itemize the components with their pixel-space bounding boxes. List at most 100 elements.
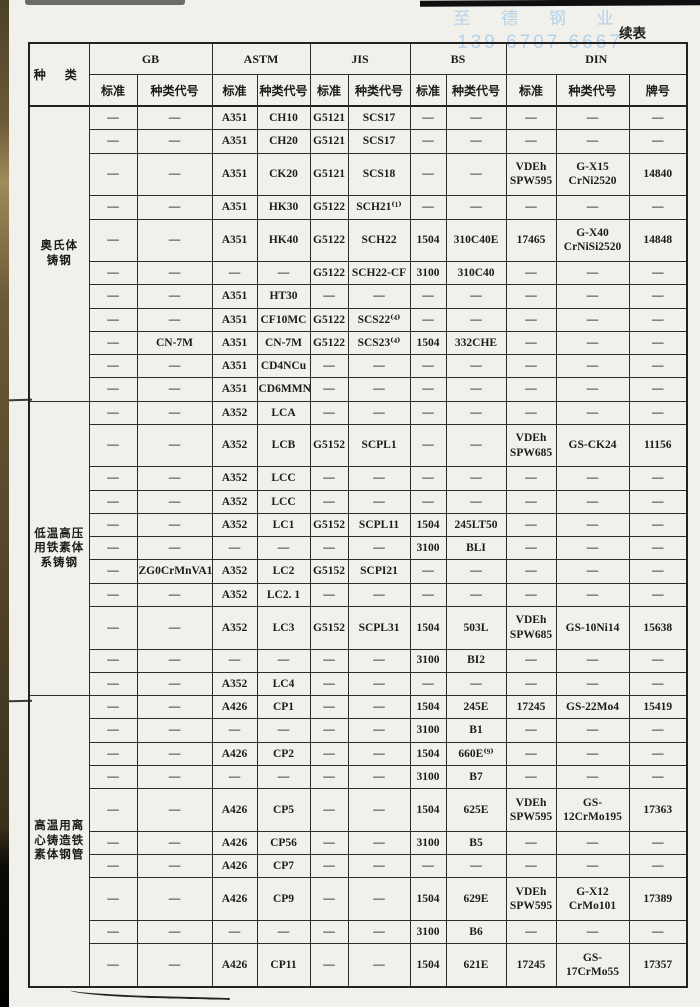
table-cell: —: [88, 105, 138, 131]
header-din-code: 种类代号: [555, 74, 630, 107]
table-cell: —: [445, 466, 507, 491]
table-cell: —: [505, 536, 557, 561]
table-cell: A351: [211, 330, 258, 356]
table-cell: —: [628, 830, 688, 855]
table-cell: —: [628, 582, 688, 608]
table-cell: —: [88, 830, 138, 855]
header-din-standard: 标准: [505, 74, 557, 107]
table-cell: —: [136, 648, 213, 673]
table-cell: —: [211, 764, 258, 790]
table-cell: —: [445, 195, 507, 220]
table-cell: —: [445, 129, 507, 154]
table-cell: CK20: [256, 152, 311, 197]
table-cell: 3100: [409, 830, 447, 855]
table-cell: —: [211, 718, 258, 743]
table-cell: —: [136, 582, 213, 608]
table-cell: 625E: [445, 788, 507, 832]
table-cell: A351: [211, 105, 258, 131]
table-cell: 310C40E: [445, 218, 507, 263]
scan-artifact-top-left: [25, 0, 185, 5]
table-cell: 17389: [628, 877, 688, 921]
table-cell: —: [256, 919, 311, 945]
table-cell: 1504: [409, 943, 447, 988]
table-cell: —: [136, 377, 213, 402]
table-cell: —: [309, 536, 349, 561]
table-cell: —: [505, 354, 557, 379]
table-row: 奥氏体 铸钢 — — A351 CH10 G5121 SCS17— — — — —: [28, 105, 688, 402]
table-cell: LCC: [256, 489, 311, 514]
table-row: — — A426 CP7— — — — — — —: [29, 853, 688, 879]
table-cell: —: [136, 284, 213, 309]
table-cell: —: [309, 489, 349, 514]
table-cell: CP11: [256, 943, 311, 988]
table-cell: —: [555, 830, 630, 855]
header-sub-row: 标准 种类代号 标准 种类代号 标准 种类代号 标准 种类代号 标准 种类代号 …: [29, 74, 688, 107]
table-cell: G5152: [309, 512, 349, 538]
table-cell: —: [555, 764, 630, 790]
table-row: — — A351 CH20 G5121 SCS17— — — — —: [29, 129, 688, 154]
header-bs: BS: [409, 42, 507, 75]
table-cell: —: [445, 489, 507, 514]
table-cell: VDEh SPW595: [505, 877, 557, 921]
table-cell: VDEh SPW685: [505, 606, 557, 650]
table-cell: 660E⁽⁹⁾: [445, 741, 507, 766]
table-cell: —: [628, 284, 688, 309]
table-row: — — A426 CP11— —1504 621E 17245 GS- 17CrMo55 173…: [29, 943, 688, 988]
table-cell: CN-7M: [136, 330, 213, 356]
table-cell: A352: [211, 559, 258, 584]
header-astm-code: 种类代号: [256, 74, 311, 107]
table-cell: —: [505, 377, 557, 402]
table-cell: —: [409, 152, 447, 197]
table-cell: CP2: [256, 741, 311, 766]
table-cell: —: [628, 764, 688, 790]
table-cell: —: [628, 354, 688, 379]
table-cell: LC2. 1: [256, 582, 311, 608]
table-cell: 1504: [409, 741, 447, 766]
table-cell: —: [88, 330, 138, 356]
header-category: 种 类: [28, 42, 90, 107]
table-cell: —: [136, 877, 213, 921]
table-cell: —: [409, 489, 447, 514]
table-cell: —: [347, 718, 411, 743]
header-bs-code: 种类代号: [445, 74, 507, 107]
table-cell: —: [136, 764, 213, 790]
table-cell: G-X40 CrNiSi2520: [555, 218, 630, 263]
table-cell: —: [136, 788, 213, 832]
table-body: 奥氏体 铸钢 — — A351 CH10 G5121 SCS17— — — — — — — A351 CH2…: [28, 105, 688, 988]
table-cell: —: [88, 354, 138, 379]
table-cell: —: [136, 400, 213, 425]
table-cell: —: [445, 284, 507, 309]
table-cell: —: [555, 582, 630, 608]
table-cell: A352: [211, 582, 258, 608]
watermark-company: 至 德 钢 业: [453, 9, 627, 28]
table-cell: —: [256, 536, 311, 561]
table-cell: —: [88, 648, 138, 673]
table-cell: A352: [211, 423, 258, 468]
table-cell: G5122: [309, 330, 349, 356]
table-cell: LC1: [256, 512, 311, 538]
table-cell: B7: [445, 764, 507, 790]
table-cell: 3100: [409, 764, 447, 790]
header-astm: ASTM: [211, 42, 311, 75]
table-cell: —: [628, 129, 688, 154]
table-cell: —: [347, 695, 411, 720]
table-cell: —: [628, 377, 688, 402]
header-jis: JIS: [309, 42, 411, 75]
table-cell: —: [256, 718, 311, 743]
table-cell: —: [347, 764, 411, 790]
table-cell: —: [347, 377, 411, 402]
table-cell: —: [445, 354, 507, 379]
table-cell: —: [505, 718, 557, 743]
header-din: DIN: [505, 42, 688, 75]
table-cell: 245LT50: [445, 512, 507, 538]
table-cell: 17465: [505, 218, 557, 263]
table-cell: —: [309, 582, 349, 608]
table-cell: —: [136, 261, 213, 286]
table-row: — — A351 CF10MC G5122 SCS22⁽⁴⁾ — — — — —: [29, 307, 688, 332]
table-cell: —: [136, 606, 213, 650]
table-cell: 3100: [409, 536, 447, 561]
table-row: — — — — — —3100 B6— — —: [29, 919, 688, 945]
table-cell: LC2: [256, 559, 311, 584]
table-cell: —: [555, 195, 630, 220]
table-cell: —: [309, 671, 349, 697]
